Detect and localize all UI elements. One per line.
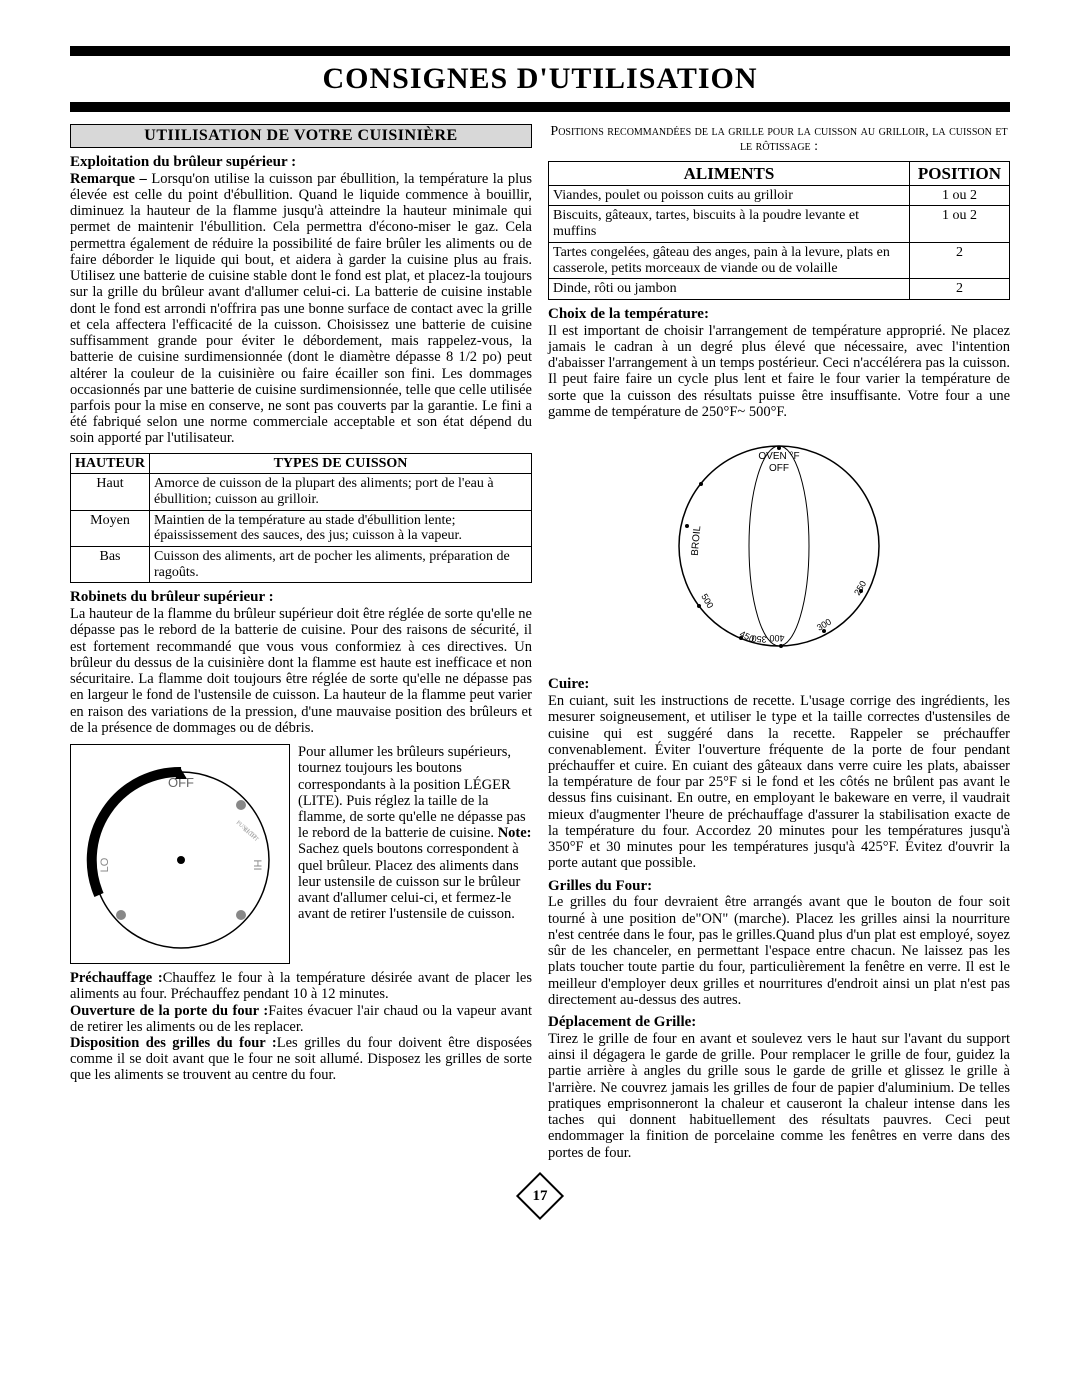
cell: Biscuits, gâteaux, tartes, biscuits à la…	[549, 206, 910, 242]
right-column: Positions recommandées de la grille pour…	[548, 124, 1010, 1161]
h3-lead: Préchauffage :	[70, 970, 163, 986]
right-h2: Cuire:	[548, 676, 1010, 693]
svg-text:500: 500	[699, 592, 715, 610]
table-row: Viandes, poulet ou poisson cuits au gril…	[549, 185, 1010, 206]
hauteur-table: HAUTEUR TYPES DE CUISSON HautAmorce de c…	[70, 453, 532, 584]
svg-text:OVEN °F: OVEN °F	[758, 451, 799, 462]
cell: 2	[910, 242, 1010, 278]
section-box: UTIILISATION DE VOTRE CUISINIÈRE	[70, 124, 532, 148]
bottom-rule	[70, 102, 1010, 112]
h5-lead: Disposition des grilles du four :	[70, 1035, 277, 1051]
p3a: Pour allumer les brûleurs supérieurs, to…	[298, 744, 526, 841]
left-h1: Exploitation du brûleur supérieur :	[70, 154, 532, 171]
table-row: Tartes congelées, gâteau des anges, pain…	[549, 242, 1010, 278]
th-types: TYPES DE CUISSON	[150, 453, 532, 474]
page-diamond-icon: 17	[516, 1172, 564, 1220]
table-row: BasCuisson des aliments, art de pocher l…	[71, 547, 532, 583]
th-aliments: ALIMENTS	[549, 161, 910, 185]
right-p3: Le grilles du four devraient être arrang…	[548, 894, 1010, 1008]
table-row: Biscuits, gâteaux, tartes, biscuits à la…	[549, 206, 1010, 242]
columns: UTIILISATION DE VOTRE CUISINIÈRE Exploit…	[70, 124, 1010, 1161]
page-num-text: 17	[533, 1188, 548, 1205]
left-p1-body: Lorsqu'on utilise la cuisson par ébullit…	[70, 171, 532, 447]
svg-text:OFF: OFF	[769, 463, 789, 474]
cell: 1 ou 2	[910, 185, 1010, 206]
burner-dial-diagram: OFF LO HI PUSH TO LIGHT	[70, 744, 290, 964]
table-row: MoyenMaintien de la température au stade…	[71, 510, 532, 546]
remarque-lead: Remarque –	[70, 171, 151, 187]
page: CONSIGNES D'UTILISATION UTIILISATION DE …	[0, 0, 1080, 1248]
cell: Viandes, poulet ou poisson cuits au gril…	[549, 185, 910, 206]
cell: Maintien de la température au stade d'éb…	[150, 510, 532, 546]
svg-text:BROIL: BROIL	[690, 525, 704, 556]
cell: 1 ou 2	[910, 206, 1010, 242]
right-p4: Tirez le grille de four en avant et soul…	[548, 1031, 1010, 1161]
dial-row: OFF LO HI PUSH TO LIGHT Pour allumer les…	[70, 744, 532, 964]
left-h2: Robinets du brûleur supérieur :	[70, 589, 532, 606]
table-row: HautAmorce de cuisson de la plupart des …	[71, 474, 532, 510]
left-p3: Pour allumer les brûleurs supérieurs, to…	[298, 744, 532, 923]
cell: Tartes congelées, gâteau des anges, pain…	[549, 242, 910, 278]
right-p1: Il est important de choisir l'arrangemen…	[548, 323, 1010, 420]
right-p2: En cuiant, suit les instructions de rece…	[548, 693, 1010, 872]
cell: Moyen	[71, 510, 150, 546]
cell: Dinde, rôti ou jambon	[549, 279, 910, 300]
th-position: POSITION	[910, 161, 1010, 185]
table-row: Dinde, rôti ou jambon2	[549, 279, 1010, 300]
main-title: CONSIGNES D'UTILISATION	[70, 62, 1010, 96]
note-lead: Note:	[498, 825, 532, 841]
prechauffage: Préchauffage :Chauffez le four à la temp…	[70, 970, 532, 1002]
cell: 2	[910, 279, 1010, 300]
svg-text:400: 400	[769, 633, 784, 643]
page-number: 17	[70, 1179, 1010, 1218]
cell: Cuisson des aliments, art de pocher les …	[150, 547, 532, 583]
svg-text:LO: LO	[99, 857, 111, 872]
right-h1: Choix de la température:	[548, 306, 1010, 323]
cell: Haut	[71, 474, 150, 510]
left-p1: Remarque – Lorsqu'on utilise la cuisson …	[70, 171, 532, 447]
top-rule	[70, 46, 1010, 56]
right-h4: Déplacement de Grille:	[548, 1014, 1010, 1031]
left-p2: La hauteur de la flamme du brûleur supér…	[70, 606, 532, 736]
th-hauteur: HAUTEUR	[71, 453, 150, 474]
right-caption: Positions recommandées de la grille pour…	[548, 124, 1010, 155]
aliments-table: ALIMENTS POSITION Viandes, poulet ou poi…	[548, 161, 1010, 300]
svg-text:350: 350	[751, 633, 767, 644]
left-column: UTIILISATION DE VOTRE CUISINIÈRE Exploit…	[70, 124, 532, 1161]
right-h3: Grilles du Four:	[548, 878, 1010, 895]
ouverture: Ouverture de la porte du four :Faites év…	[70, 1003, 532, 1035]
svg-text:HI: HI	[251, 860, 263, 871]
disposition: Disposition des grilles du four :Les gri…	[70, 1035, 532, 1084]
cell: Amorce de cuisson de la plupart des alim…	[150, 474, 532, 510]
cell: Bas	[71, 547, 150, 583]
oven-dial-diagram: OVEN °F OFF BROIL 500 450 400 350 300 25…	[548, 426, 1010, 670]
p3b: Sachez quels boutons correspondent à que…	[298, 841, 520, 922]
h4-lead: Ouverture de la porte du four :	[70, 1003, 268, 1019]
